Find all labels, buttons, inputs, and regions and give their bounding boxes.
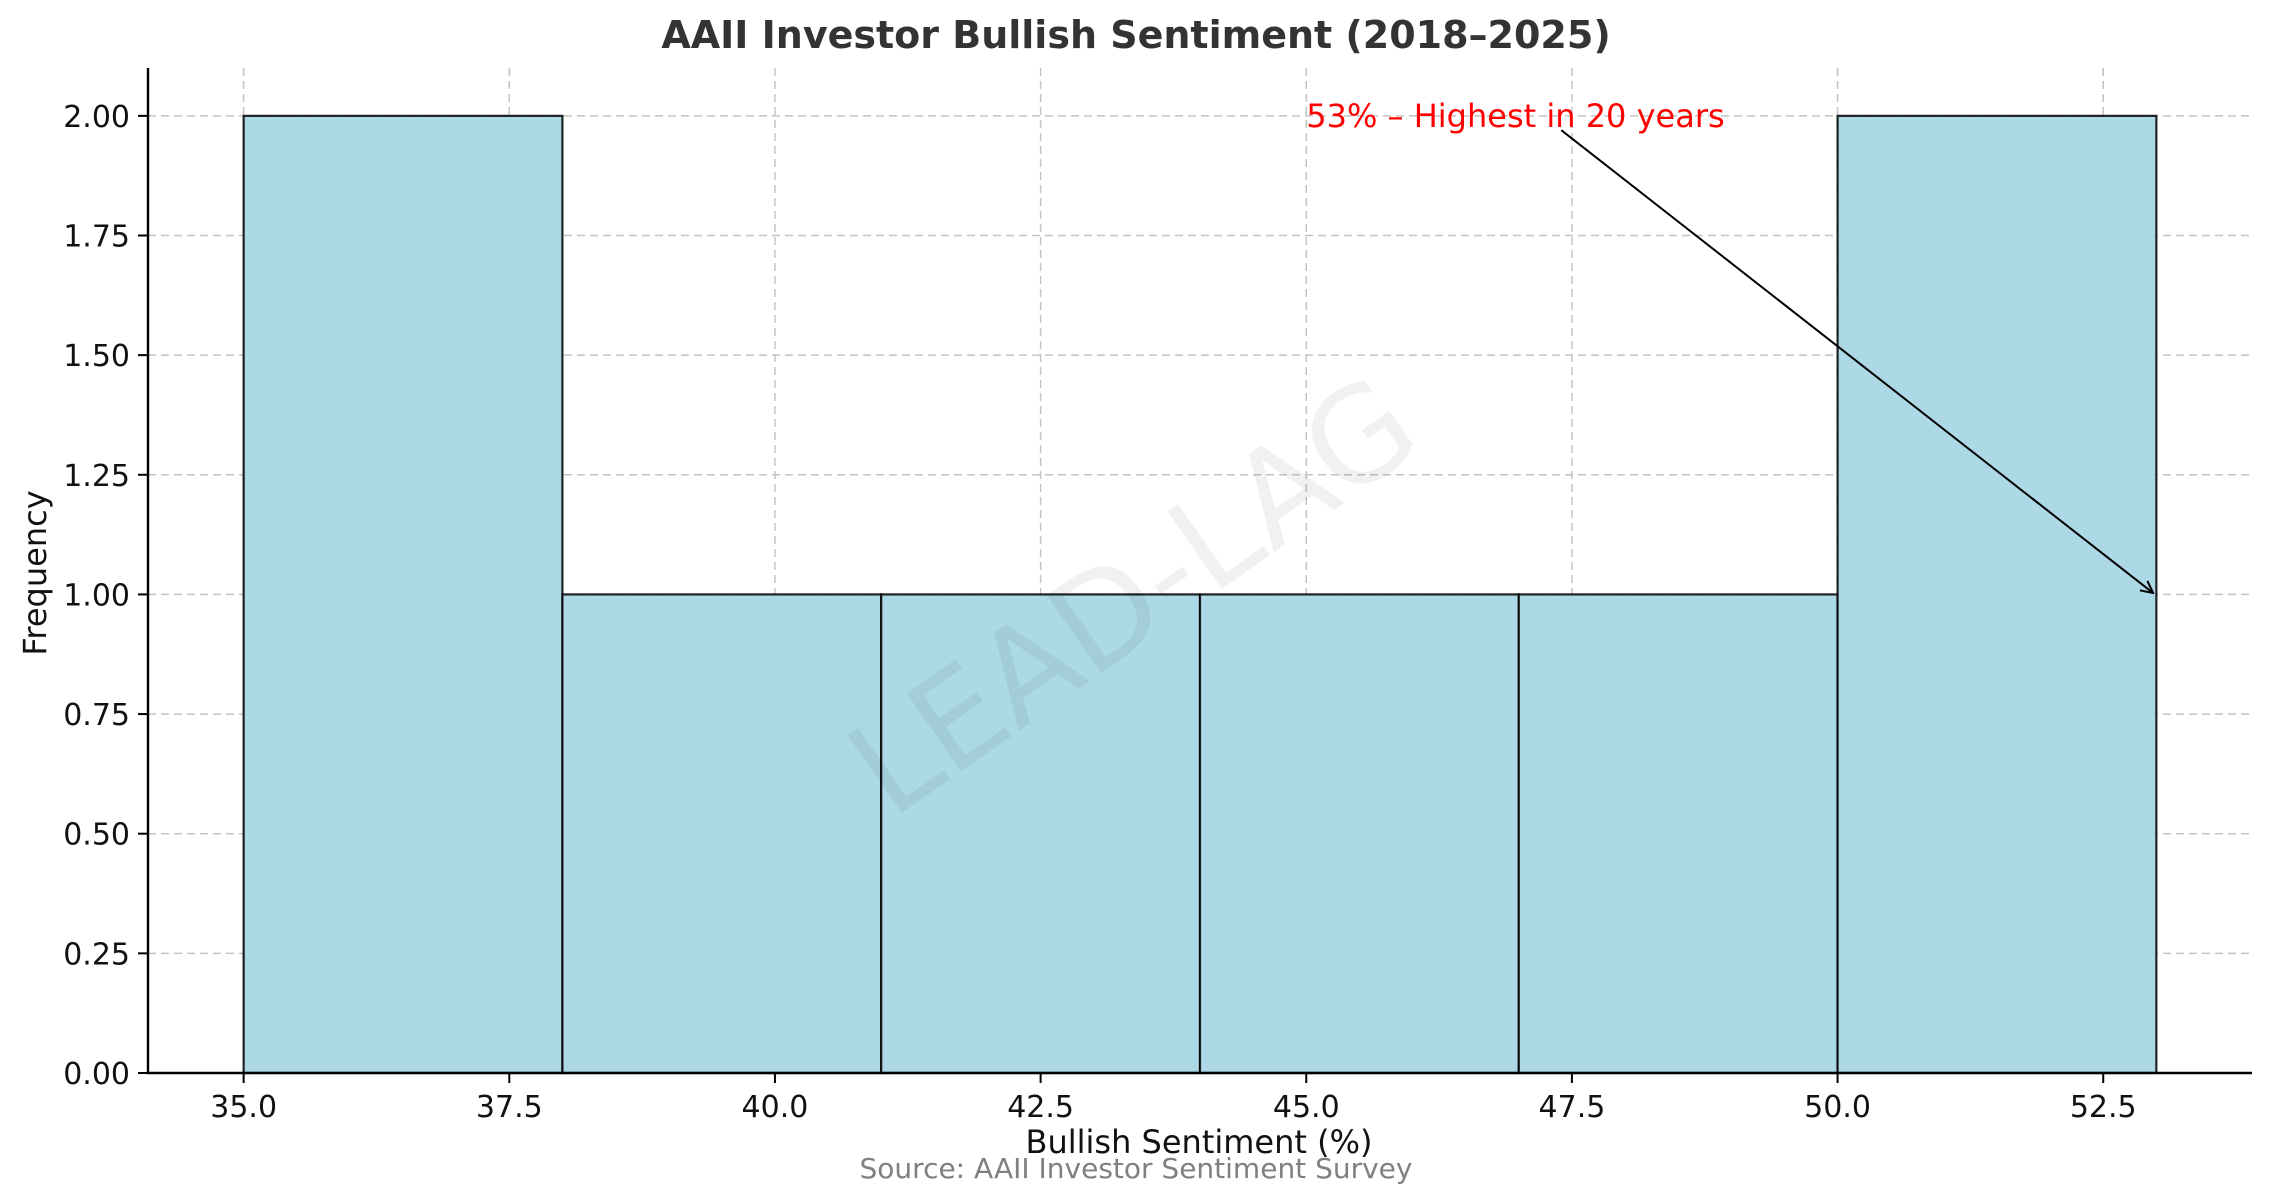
histogram-bar — [242, 114, 564, 1075]
x-tick-label: 47.5 — [1539, 1090, 1606, 1125]
histogram-bar — [1198, 593, 1520, 1075]
y-tick-label: 0.25 — [63, 937, 130, 972]
annotation-arrow — [1560, 129, 2152, 592]
y-tick-label: 0.50 — [63, 818, 130, 853]
y-tick-label: 0.00 — [63, 1057, 130, 1092]
annotation-text: 53% – Highest in 20 years — [1306, 97, 1724, 135]
y-tick-label: 0.75 — [63, 698, 130, 733]
histogram-bar — [1836, 114, 2158, 1075]
x-axis-ticks: 35.0 37.5 40.0 42.5 45.0 47.5 50.0 52.5 — [210, 1073, 2137, 1125]
annotation: 53% – Highest in 20 years — [1306, 97, 2152, 593]
y-axis-ticks: 0.00 0.25 0.50 0.75 1.00 1.25 1.50 1.75 2.00 — [63, 100, 148, 1092]
x-tick-label: 37.5 — [476, 1090, 543, 1125]
histogram-bar — [561, 593, 883, 1075]
x-axis-label: Bullish Sentiment (%) — [1026, 1123, 1373, 1161]
histogram-bar — [880, 593, 1202, 1075]
chart-title: AAII Investor Bullish Sentiment (2018–20… — [661, 13, 1610, 57]
x-tick-label: 45.0 — [1273, 1090, 1340, 1125]
y-tick-label: 1.75 — [63, 220, 130, 255]
y-tick-label: 1.00 — [63, 578, 130, 613]
y-tick-label: 2.00 — [63, 100, 130, 135]
y-axis-label: Frequency — [16, 490, 54, 655]
x-tick-label: 40.0 — [742, 1090, 809, 1125]
x-tick-label: 35.0 — [210, 1090, 277, 1125]
source-label: Source: AAII Investor Sentiment Survey — [860, 1152, 1413, 1185]
y-tick-label: 1.25 — [63, 459, 130, 494]
y-tick-label: 1.50 — [63, 339, 130, 374]
histogram-bar — [1517, 593, 1839, 1075]
x-tick-label: 42.5 — [1007, 1090, 1074, 1125]
histogram-bars — [242, 114, 2158, 1075]
x-tick-label: 52.5 — [2070, 1090, 2137, 1125]
x-tick-label: 50.0 — [1804, 1090, 1871, 1125]
